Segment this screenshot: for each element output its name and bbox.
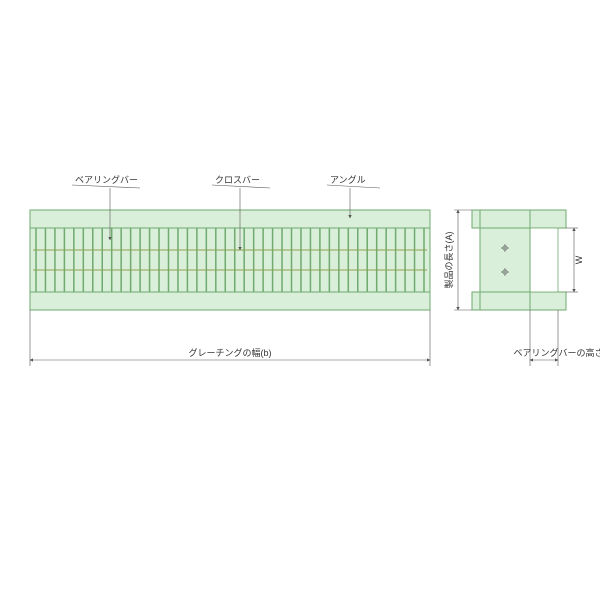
bearing-bar-side — [530, 228, 558, 292]
side-view — [472, 210, 566, 310]
grating-width-label: グレーチングの幅(b) — [189, 347, 272, 358]
angle-top — [30, 210, 430, 228]
bearing-bar-height-label: ベアリングバーの高さ(h) — [513, 347, 600, 358]
angle-bottom — [30, 292, 430, 310]
w-label: W — [574, 255, 584, 264]
bearing_bar-label: ベアリングバー — [75, 174, 138, 185]
product-length-label: 製品の長さ(A) — [443, 231, 454, 288]
angle-label: アングル — [330, 174, 366, 185]
technical-drawing: ベアリングバー クロスバー アングルグレーチングの幅(b) 製品の長さ(A) W ベアリン… — [0, 0, 600, 600]
top-view — [30, 210, 430, 310]
side-body-overlay — [480, 210, 530, 310]
cross_bar-label: クロスバー — [215, 175, 260, 185]
